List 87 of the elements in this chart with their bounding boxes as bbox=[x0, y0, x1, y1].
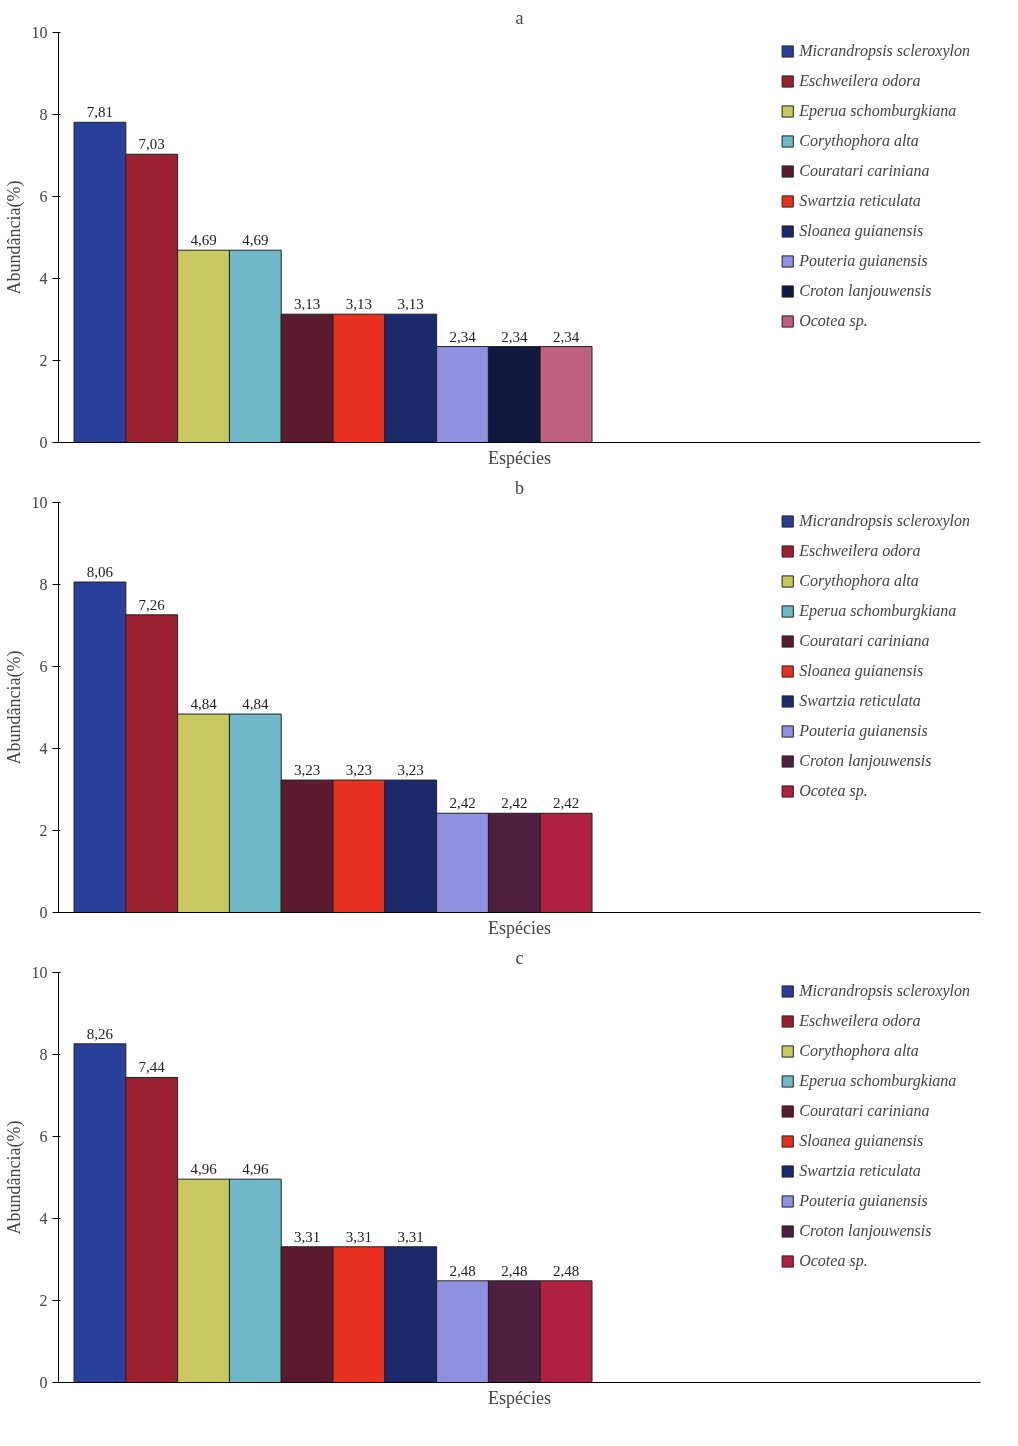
legend-label: Croton lanjouwensis bbox=[799, 1222, 932, 1240]
data-label: 2,42 bbox=[449, 795, 476, 812]
y-tick-label: 6 bbox=[39, 188, 48, 205]
data-label: 4,96 bbox=[242, 1161, 269, 1178]
data-label: 3,23 bbox=[294, 762, 321, 779]
data-label: 2,34 bbox=[449, 328, 477, 345]
y-tick-label: 4 bbox=[39, 270, 48, 287]
legend-label: Eperua schomburgkiana bbox=[799, 102, 957, 120]
y-tick-label: 6 bbox=[39, 1128, 48, 1145]
legend-label: Pouteria guianensis bbox=[799, 722, 928, 740]
legend-label: Pouteria guianensis bbox=[799, 1192, 928, 1210]
data-label: 3,13 bbox=[345, 296, 373, 313]
legend-label: Couratari cariniana bbox=[799, 632, 930, 650]
data-label: 4,84 bbox=[190, 696, 218, 713]
legend-label: Pouteria guianensis bbox=[799, 252, 928, 270]
legend-label: Sloanea guianensis bbox=[799, 662, 924, 680]
y-tick-label: 6 bbox=[39, 658, 48, 675]
data-label: 8,06 bbox=[86, 564, 114, 581]
legend-label: Corythophora alta bbox=[799, 1042, 919, 1060]
y-tick-label: 2 bbox=[39, 352, 48, 369]
legend-label: Corythophora alta bbox=[799, 132, 919, 150]
data-label: 7,44 bbox=[138, 1059, 166, 1076]
legend-label: Croton lanjouwensis bbox=[799, 752, 932, 770]
data-label: 8,26 bbox=[86, 1025, 114, 1042]
legend-label: Swartzia reticulata bbox=[799, 192, 921, 210]
y-tick-label: 10 bbox=[31, 24, 48, 41]
data-label: 2,34 bbox=[552, 328, 580, 345]
legend-label: Eperua schomburgkiana bbox=[799, 602, 957, 620]
legend-label: Eschweilera odora bbox=[799, 72, 921, 90]
data-label: 4,84 bbox=[242, 696, 269, 713]
legend-label: Sloanea guianensis bbox=[799, 222, 924, 240]
y-tick-label: 0 bbox=[39, 1374, 48, 1391]
data-label: 4,69 bbox=[190, 232, 217, 249]
data-label: 2,34 bbox=[501, 328, 528, 345]
legend-label: Micrandropsis scleroxylon bbox=[799, 512, 970, 530]
data-label: 3,13 bbox=[397, 296, 424, 313]
y-tick-label: 0 bbox=[39, 904, 48, 921]
legend-label: Swartzia reticulata bbox=[799, 1162, 921, 1180]
legend-label: Corythophora alta bbox=[799, 572, 919, 590]
y-tick-label: 8 bbox=[39, 106, 48, 123]
legend-label: Swartzia reticulata bbox=[799, 692, 921, 710]
data-label: 3,31 bbox=[397, 1228, 424, 1245]
legend-label: Couratari cariniana bbox=[799, 1102, 930, 1120]
y-axis-title: Abundância(%) bbox=[3, 180, 25, 295]
data-label: 3,23 bbox=[345, 762, 373, 779]
data-label: 2,42 bbox=[501, 795, 528, 812]
y-tick-label: 8 bbox=[39, 1046, 48, 1063]
y-tick-label: 10 bbox=[31, 494, 48, 511]
y-tick-label: 4 bbox=[39, 1210, 48, 1227]
y-axis-title: Abundância(%) bbox=[3, 1120, 25, 1235]
legend-label: Ocotea sp. bbox=[799, 312, 868, 330]
chart-title: c bbox=[515, 947, 524, 968]
x-axis-title: Espécies bbox=[488, 917, 551, 938]
chart-title: a bbox=[515, 7, 524, 28]
x-axis-title: Espécies bbox=[488, 1387, 551, 1408]
y-axis-title: Abundância(%) bbox=[3, 650, 25, 765]
y-tick-label: 0 bbox=[39, 434, 48, 451]
legend-label: Ocotea sp. bbox=[799, 1252, 868, 1270]
data-label: 3,13 bbox=[294, 296, 321, 313]
data-label: 2,48 bbox=[449, 1262, 476, 1279]
x-axis-title: Espécies bbox=[488, 447, 551, 468]
chart-title: b bbox=[515, 477, 524, 498]
data-label: 7,26 bbox=[138, 596, 166, 613]
data-label: 4,96 bbox=[190, 1161, 218, 1178]
data-label: 3,31 bbox=[294, 1228, 321, 1245]
data-label: 2,42 bbox=[552, 795, 580, 812]
legend-label: Eperua schomburgkiana bbox=[799, 1072, 957, 1090]
data-label: 7,81 bbox=[86, 104, 114, 121]
legend-label: Micrandropsis scleroxylon bbox=[799, 42, 970, 60]
data-label: 2,48 bbox=[501, 1262, 528, 1279]
legend-label: Ocotea sp. bbox=[799, 782, 868, 800]
data-label: 3,23 bbox=[397, 762, 424, 779]
legend-label: Croton lanjouwensis bbox=[799, 282, 932, 300]
legend-label: Eschweilera odora bbox=[799, 1012, 921, 1030]
data-label: 4,69 bbox=[242, 232, 269, 249]
data-label: 7,03 bbox=[138, 136, 165, 153]
y-tick-label: 4 bbox=[39, 740, 48, 757]
legend-label: Sloanea guianensis bbox=[799, 1132, 924, 1150]
y-tick-label: 2 bbox=[39, 1292, 48, 1309]
legend-label: Couratari cariniana bbox=[799, 162, 930, 180]
legend-label: Micrandropsis scleroxylon bbox=[799, 982, 970, 1000]
data-label: 3,31 bbox=[345, 1228, 373, 1245]
legend-label: Eschweilera odora bbox=[799, 542, 921, 560]
data-label: 2,48 bbox=[552, 1262, 580, 1279]
y-tick-label: 8 bbox=[39, 576, 48, 593]
y-tick-label: 10 bbox=[31, 964, 48, 981]
y-tick-label: 2 bbox=[39, 822, 48, 839]
